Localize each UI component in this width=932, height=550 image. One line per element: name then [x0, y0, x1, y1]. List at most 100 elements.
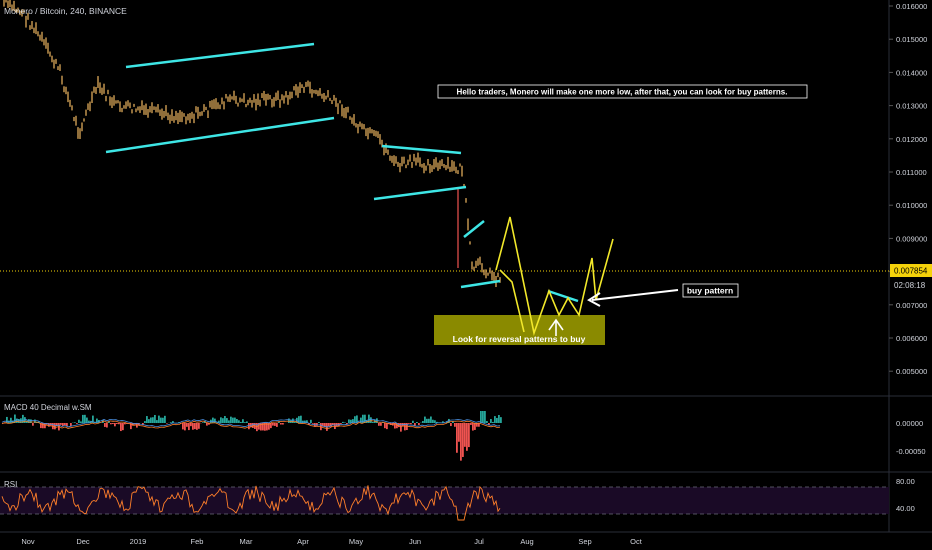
macd-bar [316, 423, 318, 426]
time-axis[interactable]: Nov Dec 2019 Feb Mar Apr May Jun Jul Aug Sep Oct [21, 537, 642, 546]
last-price-value: 0.007854 [894, 267, 928, 276]
macd-bar [466, 423, 468, 451]
macd-bar [454, 423, 456, 427]
time-tick-label: 2019 [130, 537, 147, 546]
macd-bar [472, 423, 474, 431]
flag-upper[interactable] [463, 220, 485, 238]
macd-bar [450, 423, 452, 427]
price-tick-label: 0.005000 [896, 367, 927, 376]
macd-bar [236, 418, 238, 423]
macd-bar [144, 421, 146, 423]
rsi-axis[interactable]: 80.00 40.00 [896, 477, 915, 513]
macd-bar [208, 423, 210, 425]
last-price-tag [890, 264, 932, 277]
time-tick-label: Sep [578, 537, 591, 546]
macd-bar [462, 423, 464, 457]
macd-bar [184, 423, 186, 431]
macd-bar [370, 417, 372, 423]
macd-bar [112, 423, 114, 425]
macd-bar [82, 414, 84, 423]
channel-1-upper[interactable] [125, 42, 315, 69]
time-tick-label: May [349, 537, 363, 546]
macd-bar [80, 421, 82, 423]
macd-axis[interactable]: 0.00000 -0.00050 [896, 419, 926, 456]
macd-bar [92, 415, 94, 423]
macd-bar [216, 422, 218, 423]
channel-2-upper[interactable] [381, 144, 462, 155]
macd-bar [424, 416, 426, 423]
time-tick-label: Mar [240, 537, 253, 546]
time-tick-label: Jul [474, 537, 484, 546]
channel-lines[interactable] [105, 42, 579, 303]
macd-bar [490, 419, 492, 423]
macd-tick-label: -0.00050 [896, 447, 926, 456]
note-box[interactable] [437, 84, 808, 99]
macd-bar [346, 423, 348, 425]
macd-bar [494, 416, 496, 423]
macd-bar [156, 420, 158, 423]
macd-bar [196, 423, 198, 430]
flag-lower[interactable] [460, 279, 501, 289]
price-tick-label: 0.009000 [896, 234, 927, 243]
macd-bar [34, 419, 36, 423]
macd-bar [226, 418, 228, 423]
macd-bar [334, 423, 336, 430]
macd-bar [412, 420, 414, 423]
macd-bar [464, 423, 466, 447]
macd-bar [194, 423, 196, 430]
macd-line [1, 418, 501, 428]
rsi-band [0, 487, 889, 514]
time-tick-label: Aug [520, 537, 533, 546]
reversal-zone[interactable] [434, 315, 605, 345]
macd-bar [476, 423, 478, 427]
macd-bar [486, 421, 488, 423]
macd-bar [84, 414, 86, 423]
macd-bar [436, 421, 438, 423]
macd-bar [328, 423, 330, 427]
price-tick-label: 0.015000 [896, 35, 927, 44]
macd-bar [498, 414, 500, 423]
macd-bar [136, 423, 138, 428]
projection-path[interactable] [495, 216, 614, 336]
macd-bar [64, 423, 66, 426]
macd-bar [190, 423, 192, 427]
macd-bar [484, 411, 486, 423]
macd-bar [298, 416, 300, 423]
macd-bar [260, 423, 262, 431]
macd-bar [130, 423, 132, 430]
macd-bar [120, 423, 122, 432]
macd-title: MACD 40 Decimal w.SM [4, 403, 92, 412]
macd-bar [170, 422, 172, 423]
macd-bar [456, 423, 458, 453]
macd-bar [44, 423, 46, 429]
channel-1-lower[interactable] [105, 116, 335, 154]
time-tick-label: Apr [297, 537, 309, 546]
macd-bar [158, 415, 160, 423]
countdown-value: 02:08:18 [894, 281, 926, 290]
channel-2-lower[interactable] [373, 185, 467, 201]
macd-bar [218, 420, 220, 423]
time-tick-label: Feb [191, 537, 204, 546]
projection-drop[interactable] [499, 269, 525, 333]
macd-bar [212, 417, 214, 423]
buy-pattern-label-box [682, 283, 739, 298]
macd-bar [14, 414, 16, 423]
macd-bar [348, 419, 350, 423]
macd-bar [220, 417, 222, 423]
buy-pattern-arrow[interactable] [591, 289, 679, 301]
macd-bar [380, 423, 382, 426]
macd-bar [188, 423, 190, 431]
buy-pattern-line[interactable] [547, 289, 579, 303]
macd-bar [300, 415, 302, 423]
macd-bar [172, 421, 174, 423]
macd-bar [132, 423, 134, 426]
macd-bar [150, 417, 152, 423]
macd-bar [6, 416, 8, 423]
macd-bar [108, 421, 110, 423]
macd-bar [228, 420, 230, 423]
macd-bar [60, 423, 62, 425]
macd-bar [272, 423, 274, 426]
macd-bar [10, 417, 12, 423]
